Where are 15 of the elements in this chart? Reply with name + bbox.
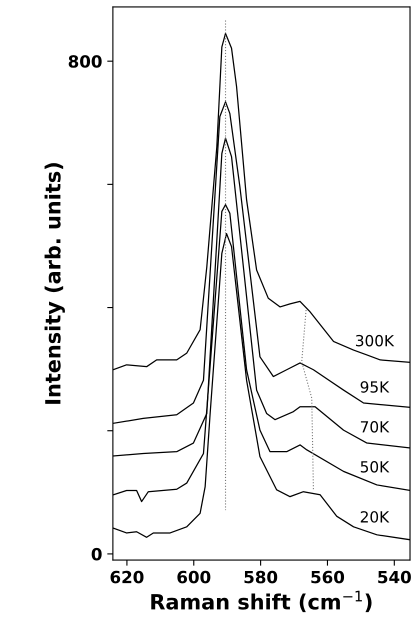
series-label: 300K [356, 334, 394, 346]
line-series [301, 309, 314, 490]
x-tick-label: 620 [110, 570, 144, 584]
x-tick-label: 540 [378, 570, 411, 584]
x-tick-label: 600 [177, 570, 210, 584]
y-tick-label: 0 [92, 548, 102, 560]
x-tick-label: 580 [244, 570, 278, 584]
y-tick-label: 800 [68, 55, 102, 68]
series-label: 70K [360, 421, 390, 433]
x-tick-label: 560 [311, 570, 344, 584]
y-axis-title: Intensity (arb. units) [44, 163, 65, 404]
series-label: 20K [360, 511, 390, 523]
series-label: 50K [360, 461, 390, 473]
x-axis-title: Raman shift (cm$^{−1}$) [151, 590, 372, 612]
series-label: 95K [360, 381, 390, 393]
